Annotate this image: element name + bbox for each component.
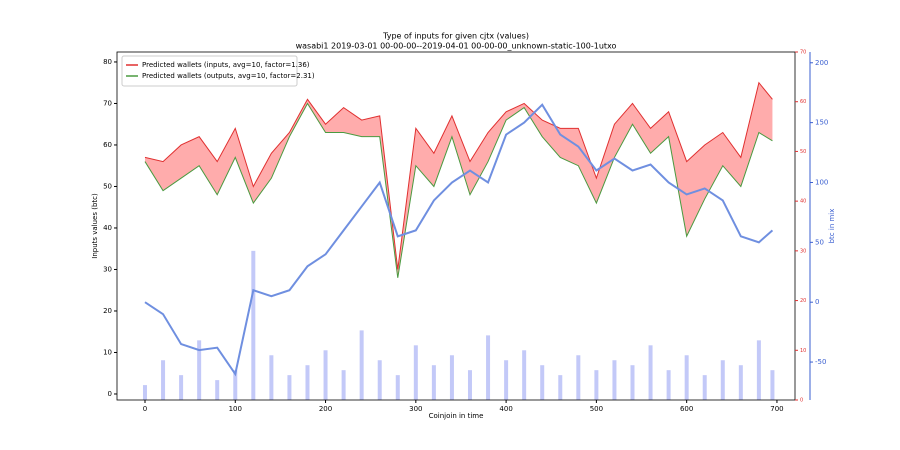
bar	[341, 370, 346, 400]
bar	[197, 340, 202, 400]
bar	[323, 350, 328, 400]
bar	[251, 250, 256, 400]
x-tick-label: 0	[143, 405, 147, 413]
chart-subtitle: wasabi1 2019-03-01 00-00-00--2019-04-01 …	[296, 42, 617, 51]
bar	[540, 365, 545, 400]
y-tick-label: 60	[103, 141, 112, 149]
x-tick-label: 200	[319, 405, 332, 413]
bar	[756, 340, 761, 400]
bar	[377, 360, 382, 400]
y-tick-label: 0	[108, 390, 112, 398]
y2-tick-label: 50	[815, 238, 824, 246]
y3-tick-label: 40	[800, 199, 806, 205]
y-tick-label: 80	[103, 58, 112, 66]
x-tick-label: 700	[770, 405, 783, 413]
bar	[648, 345, 653, 400]
y-axis-label: Inputs values (btc)	[91, 193, 99, 259]
chart-title: Type of inputs for given cjtx (values)	[382, 32, 529, 41]
legend-label: Predicted wallets (outputs, avg=10, fact…	[142, 72, 315, 80]
line	[144, 103, 774, 377]
x-tick-label: 600	[680, 405, 693, 413]
bar	[305, 365, 310, 400]
fill-between	[144, 82, 773, 278]
y2-tick-label: 200	[815, 59, 828, 67]
bar	[215, 380, 220, 400]
y-tick-label: 30	[103, 265, 112, 273]
y3-tick-label: 70	[800, 50, 806, 56]
bar	[179, 375, 184, 400]
line	[144, 81, 773, 270]
bar	[287, 375, 292, 400]
y2-tick-label: -50	[815, 358, 826, 366]
bar	[504, 360, 509, 400]
x-tick-label: 300	[409, 405, 422, 413]
bar	[630, 365, 635, 400]
legend-label: Predicted wallets (inputs, avg=10, facto…	[142, 61, 310, 69]
bar	[594, 370, 599, 400]
y-tick-label: 50	[103, 182, 112, 190]
x-axis-label: Coinjoin in time	[429, 412, 484, 420]
bar	[395, 375, 400, 400]
bar	[431, 365, 436, 400]
bar	[233, 370, 238, 400]
x-tick-label: 400	[499, 405, 512, 413]
bar	[449, 355, 454, 400]
y-tick-label: 10	[103, 348, 112, 356]
x-tick-label: 500	[590, 405, 603, 413]
y3-tick-label: 20	[800, 298, 806, 304]
y3-tick-label: 10	[800, 348, 806, 354]
bar	[684, 355, 689, 400]
y3-tick-label: 0	[800, 398, 803, 404]
bar	[359, 330, 364, 400]
bar	[770, 370, 775, 400]
plot-frame	[116, 51, 796, 401]
bar	[612, 360, 617, 400]
y-tick-label: 20	[103, 307, 112, 315]
y3-tick-label: 30	[800, 248, 806, 254]
bar	[142, 385, 147, 400]
bar	[486, 335, 491, 400]
bar	[666, 370, 671, 400]
y2-tick-label: 0	[815, 298, 819, 306]
bar	[522, 350, 527, 400]
y2-tick-label: 100	[815, 178, 828, 186]
y-tick-label: 40	[103, 224, 112, 232]
y-tick-label: 70	[103, 99, 112, 107]
bar	[720, 360, 725, 400]
y3-tick-label: 50	[800, 149, 806, 155]
bar	[161, 360, 166, 400]
bar	[738, 365, 743, 400]
bar	[576, 355, 581, 400]
bar	[467, 370, 472, 400]
bar	[413, 345, 418, 400]
plot-area	[142, 81, 775, 400]
bar	[558, 375, 563, 400]
bar	[269, 355, 274, 400]
x-tick-label: 100	[229, 405, 242, 413]
bar	[702, 375, 707, 400]
y3-tick-label: 60	[800, 99, 806, 105]
legend-box	[121, 55, 298, 87]
y2-axis-label: btc in mix	[828, 209, 836, 244]
line	[144, 102, 773, 278]
y2-tick-label: 150	[815, 119, 828, 127]
